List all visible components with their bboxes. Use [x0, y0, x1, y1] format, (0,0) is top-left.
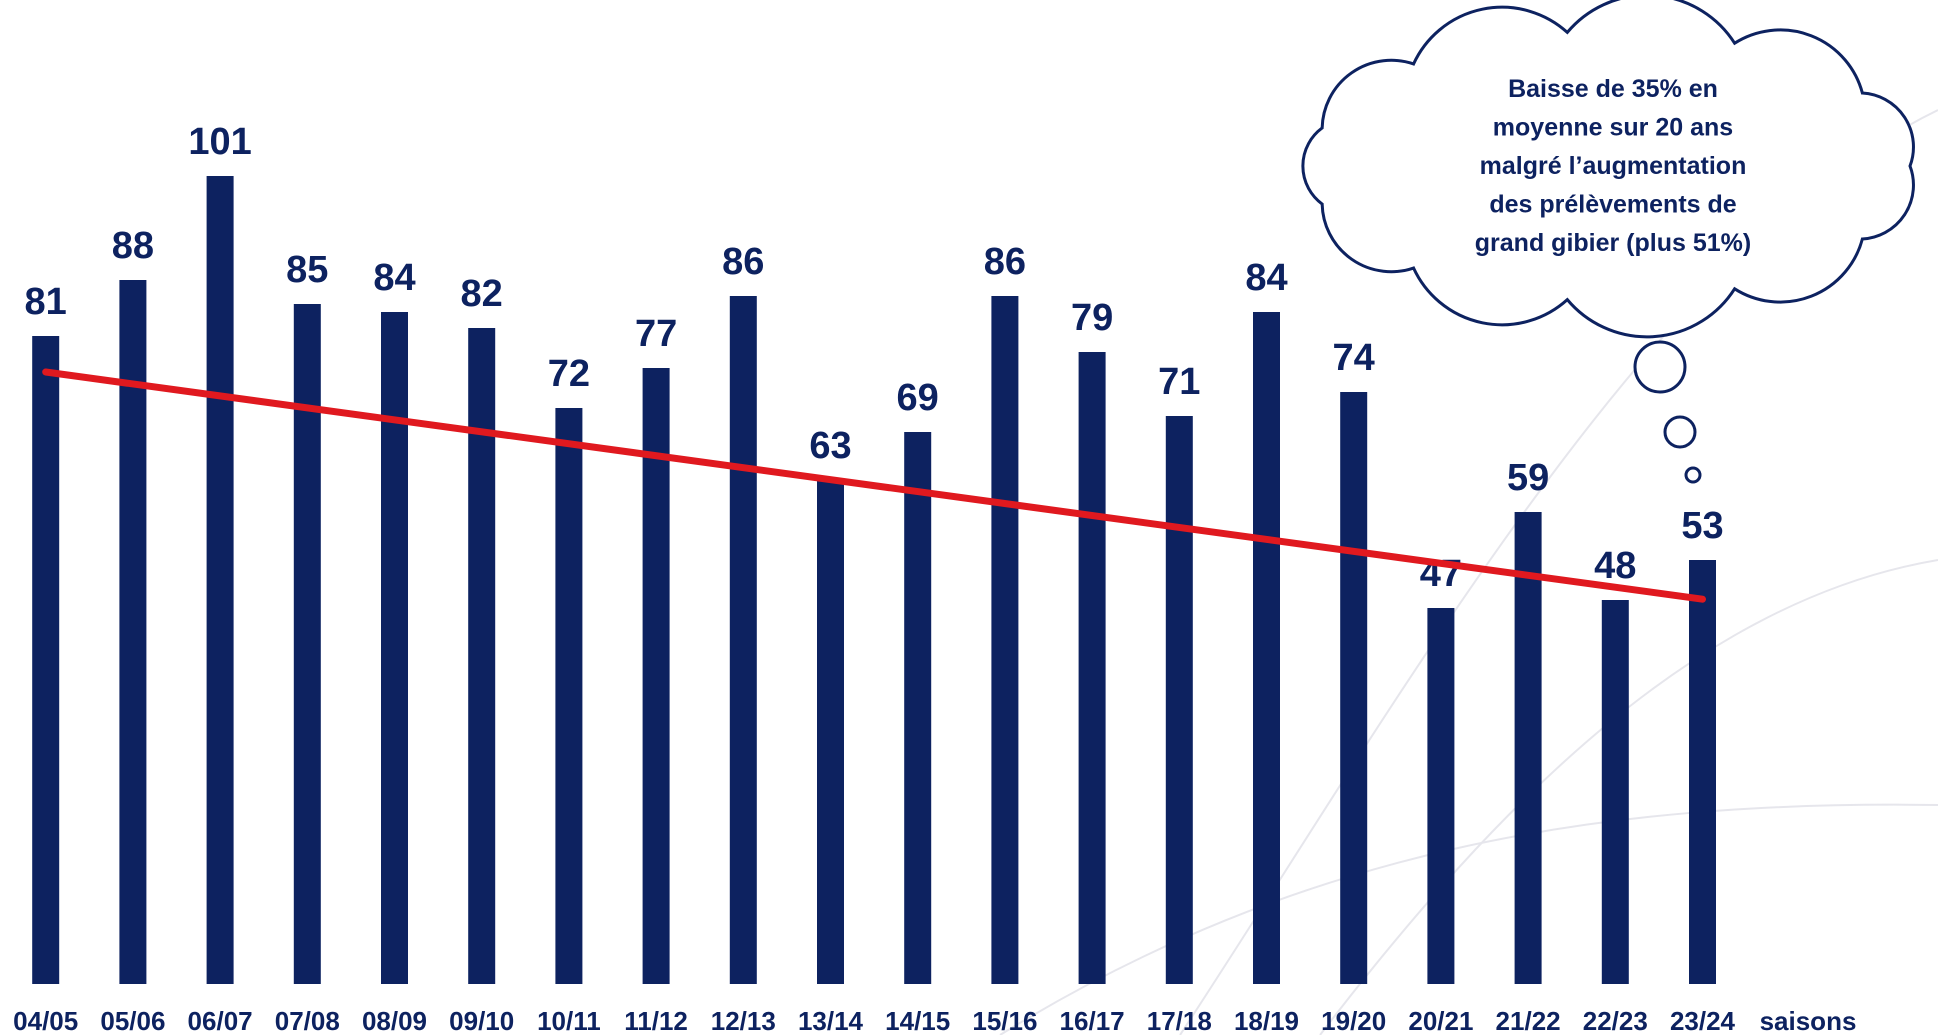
x-tick-label: 23/24 [1670, 1006, 1736, 1035]
bar [817, 480, 844, 984]
value-label: 86 [984, 241, 1026, 283]
x-tick-label: 13/14 [798, 1006, 864, 1035]
annotation-text: malgré l’augmentation [1480, 152, 1747, 180]
bar [1340, 392, 1368, 984]
thought-bubble [1663, 415, 1697, 449]
value-label: 82 [461, 273, 503, 315]
trend-line [42, 368, 1706, 603]
x-tick-label: 15/16 [972, 1006, 1037, 1035]
value-label: 74 [1333, 337, 1375, 379]
bar [293, 304, 321, 984]
bar [1253, 312, 1280, 984]
x-tick-label: 09/10 [449, 1006, 514, 1035]
x-tick-label: 10/11 [537, 1006, 601, 1035]
value-label: 84 [1245, 257, 1287, 299]
x-tick-label: 16/17 [1060, 1006, 1125, 1035]
value-label: 63 [809, 425, 851, 467]
annotation-text: grand gibier (plus 51%) [1475, 229, 1751, 257]
bar [555, 408, 583, 984]
x-tick-label: 04/05 [13, 1006, 78, 1035]
x-axis-label: saisons [1760, 1006, 1857, 1035]
x-tick-label: 05/06 [100, 1006, 165, 1035]
cloud-shape [1301, 0, 1915, 339]
x-tick-label: 12/13 [711, 1006, 776, 1035]
thought-bubble [1633, 340, 1687, 394]
background-curve [1319, 559, 1938, 1035]
bar [381, 312, 408, 984]
bar [1689, 560, 1716, 984]
value-label: 88 [112, 225, 154, 267]
value-label: 48 [1594, 545, 1636, 587]
background-curve [999, 803, 1938, 1035]
value-label: 79 [1071, 297, 1113, 339]
annotation-text: Baisse de 35% en [1508, 75, 1718, 103]
bar [904, 432, 932, 984]
value-label: 72 [548, 353, 590, 395]
value-label: 86 [722, 241, 764, 283]
bar [1078, 352, 1106, 984]
x-tick-label: 11/12 [624, 1006, 688, 1035]
value-label: 71 [1158, 361, 1200, 403]
value-label: 84 [373, 257, 415, 299]
value-label: 85 [286, 249, 328, 291]
bar [119, 280, 147, 984]
x-tick-label: 18/19 [1234, 1006, 1299, 1035]
x-tick-label: 17/18 [1147, 1006, 1212, 1035]
bar [642, 368, 670, 984]
x-tick-label: 08/09 [362, 1006, 427, 1035]
value-label: 81 [25, 281, 67, 323]
x-tick-label: 07/08 [275, 1006, 340, 1035]
x-tick-label: 22/23 [1583, 1006, 1648, 1035]
x-tick-label: 21/22 [1496, 1006, 1561, 1035]
bar [206, 176, 234, 984]
annotation-text: moyenne sur 20 ans [1493, 114, 1733, 142]
value-label: 59 [1507, 457, 1549, 499]
value-label: 69 [897, 377, 939, 419]
bar [32, 336, 60, 984]
value-label: 53 [1681, 505, 1723, 547]
bar [729, 296, 757, 984]
bar [1427, 608, 1455, 984]
x-tick-label: 20/21 [1408, 1006, 1473, 1035]
x-tick-label: 19/20 [1321, 1006, 1386, 1035]
bar [1601, 600, 1629, 984]
bar [1165, 416, 1193, 984]
thought-bubble [1684, 466, 1702, 484]
bar [468, 328, 496, 984]
thought-cloud: Baisse de 35% en moyenne sur 20 ans malgré… [1301, 0, 1915, 339]
annotation-text: des prélèvements de [1489, 191, 1736, 219]
x-tick-label: 06/07 [188, 1006, 253, 1035]
value-label: 77 [635, 313, 677, 355]
x-tick-label: 14/15 [885, 1006, 950, 1035]
bar [1514, 512, 1542, 984]
bar [991, 296, 1019, 984]
value-label: 101 [188, 121, 251, 163]
